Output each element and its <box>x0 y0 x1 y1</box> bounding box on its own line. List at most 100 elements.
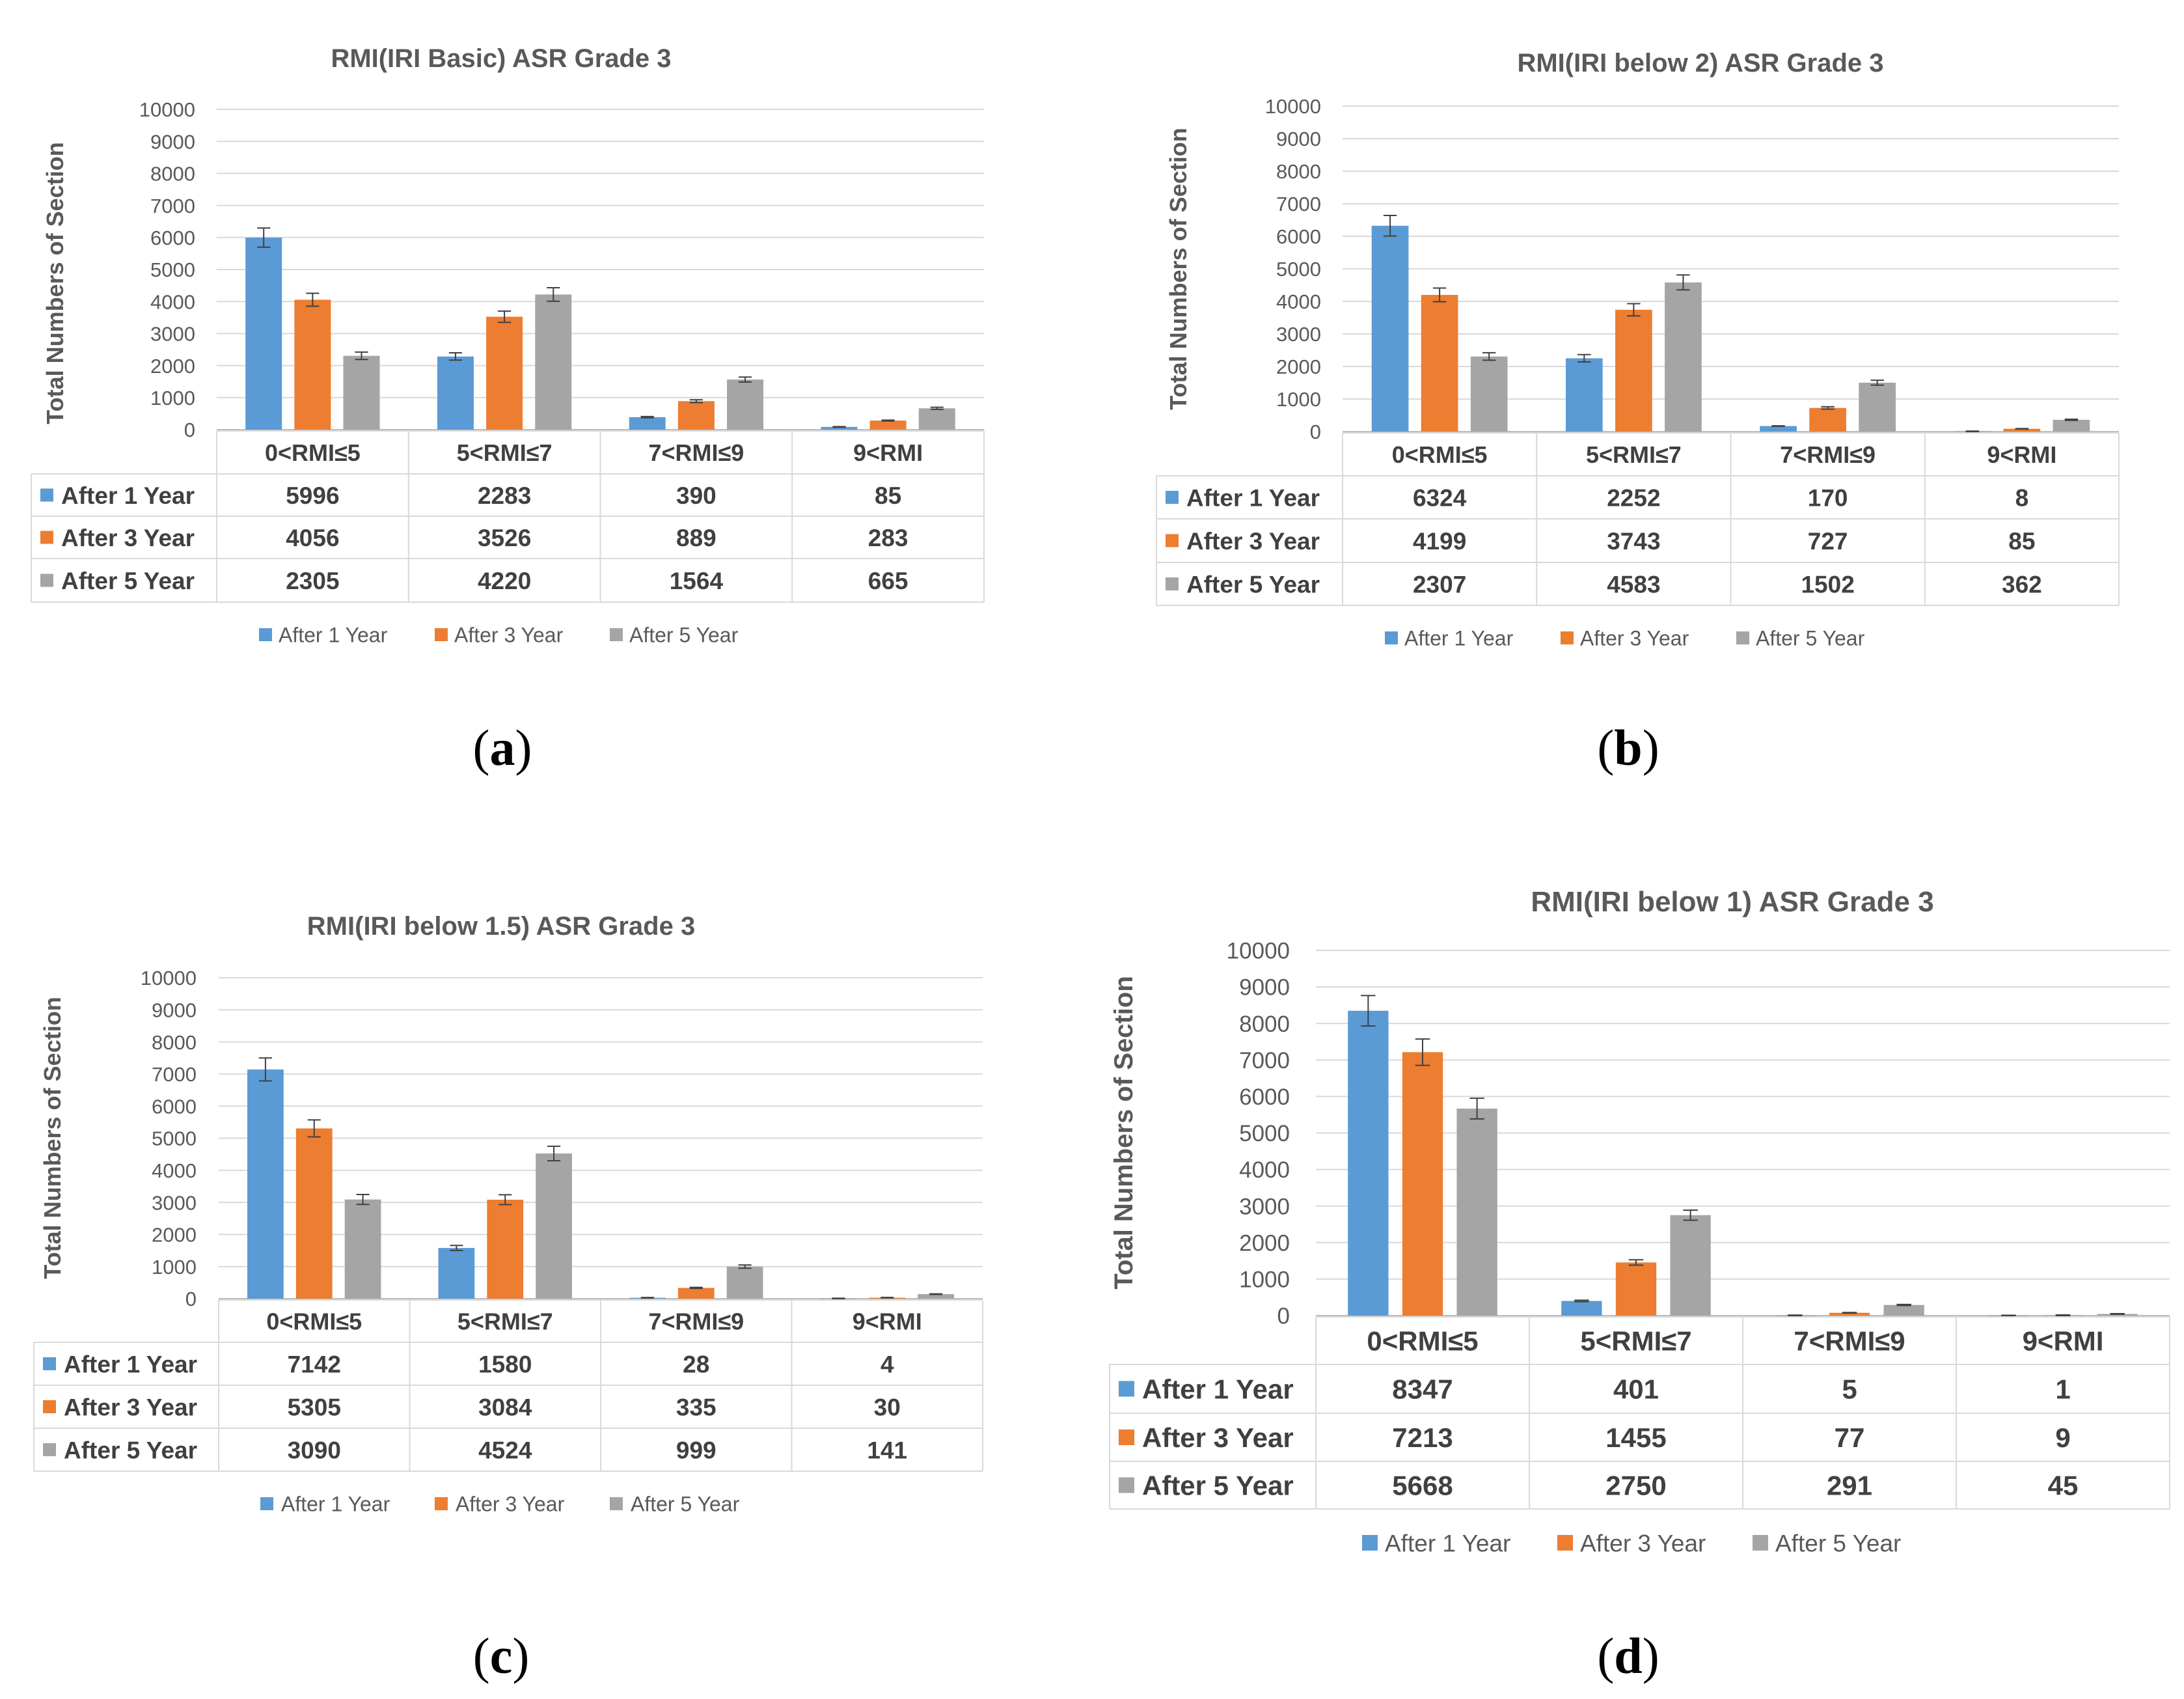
bar <box>1565 358 1603 432</box>
panel-label: (a) <box>473 719 532 776</box>
table-cell: 5668 <box>1392 1471 1453 1501</box>
table-cell: 2252 <box>1607 484 1660 511</box>
y-tick-label: 0 <box>1277 1304 1290 1329</box>
table-series-name: After 1 Year <box>1142 1374 1294 1405</box>
bar <box>727 380 764 430</box>
table-cell: 28 <box>683 1351 709 1377</box>
y-tick-label: 10000 <box>1227 939 1290 964</box>
y-tick-label: 6000 <box>1276 225 1321 248</box>
bar <box>245 237 282 430</box>
legend-swatch <box>1561 631 1574 644</box>
legend-swatch <box>1362 1535 1378 1551</box>
y-tick-label: 4000 <box>1276 290 1321 313</box>
legend-label: After 3 Year <box>454 624 564 647</box>
bar <box>1421 295 1458 432</box>
y-tick-label: 4000 <box>150 290 195 313</box>
y-tick-label: 1000 <box>152 1256 197 1278</box>
y-tick-label: 5000 <box>150 258 195 281</box>
table-series-name: After 5 Year <box>1142 1471 1294 1501</box>
y-tick-label: 0 <box>184 419 195 441</box>
bar <box>1470 356 1508 432</box>
y-tick-label: 5000 <box>1276 258 1321 281</box>
table-cell: 401 <box>1613 1374 1659 1405</box>
table-cell: 5 <box>1842 1374 1857 1405</box>
bar <box>918 1294 954 1299</box>
y-tick-label: 6000 <box>1239 1084 1290 1110</box>
table-cell: 665 <box>868 568 908 594</box>
bar <box>869 421 907 430</box>
y-tick-label: 0 <box>1310 421 1321 443</box>
legend-label: After 1 Year <box>279 624 388 647</box>
y-tick-label: 1000 <box>150 387 195 409</box>
y-tick-label: 9000 <box>1239 975 1290 1001</box>
y-tick-label: 10000 <box>1265 95 1321 118</box>
table-legend-key <box>1166 534 1179 547</box>
table-category-header: 7<RMI≤9 <box>648 1308 744 1334</box>
y-tick-label: 8000 <box>1239 1012 1290 1037</box>
panel-label: (b) <box>1597 719 1659 776</box>
table-cell: 85 <box>2008 528 2035 555</box>
legend-swatch <box>1557 1535 1573 1551</box>
table-cell: 1580 <box>478 1351 532 1377</box>
table-legend-key <box>40 531 53 544</box>
table-cell: 85 <box>875 482 901 509</box>
table-legend-key <box>1119 1430 1134 1445</box>
table-cell: 1564 <box>670 568 724 594</box>
table-cell: 1455 <box>1605 1422 1666 1453</box>
table-legend-key <box>1166 577 1179 590</box>
legend-swatch <box>435 1497 448 1510</box>
legend-swatch <box>435 628 448 641</box>
table-cell: 4056 <box>286 525 339 551</box>
table-category-header: 0<RMI≤5 <box>266 1308 362 1334</box>
table-cell: 6324 <box>1413 484 1467 511</box>
table-cell: 4199 <box>1413 528 1466 555</box>
table-category-header: 9<RMI <box>853 439 923 466</box>
y-tick-label: 10000 <box>141 967 197 989</box>
table-series-name: After 1 Year <box>64 1351 197 1377</box>
legend-swatch <box>259 628 272 641</box>
y-tick-label: 9000 <box>150 130 195 153</box>
table-category-header: 5<RMI≤7 <box>457 1308 553 1334</box>
table-cell: 45 <box>2048 1471 2079 1501</box>
bar <box>487 1199 524 1299</box>
table-category-header: 0<RMI≤5 <box>1367 1326 1478 1357</box>
table-cell: 7213 <box>1392 1422 1453 1453</box>
table-cell: 335 <box>676 1394 717 1420</box>
y-tick-label: 1000 <box>1276 388 1321 411</box>
table-series-name: After 1 Year <box>1186 484 1320 511</box>
table-legend-key <box>43 1400 56 1413</box>
bar <box>294 299 331 430</box>
table-cell: 2305 <box>286 568 339 594</box>
y-tick-label: 4000 <box>1239 1157 1290 1183</box>
panel-label: (d) <box>1597 1627 1659 1684</box>
table-cell: 5305 <box>288 1394 341 1420</box>
bar <box>726 1266 763 1299</box>
table-cell: 4 <box>880 1351 894 1377</box>
legend-label: After 5 Year <box>1756 627 1865 650</box>
y-tick-label: 2000 <box>150 355 195 378</box>
table-cell: 999 <box>676 1437 717 1463</box>
bar <box>918 408 955 430</box>
table-cell: 4524 <box>478 1437 532 1463</box>
y-tick-label: 5000 <box>1239 1121 1290 1146</box>
table-category-header: 9<RMI <box>853 1308 922 1334</box>
chart-title: RMI(IRI below 1.5) ASR Grade 3 <box>307 912 695 941</box>
table-cell: 3743 <box>1607 528 1660 555</box>
legend-swatch <box>1736 631 1749 644</box>
table-series-name: After 3 Year <box>1142 1422 1294 1453</box>
bar <box>821 426 858 430</box>
y-tick-label: 4000 <box>152 1159 197 1182</box>
bar <box>247 1069 284 1299</box>
y-tick-label: 8000 <box>150 163 195 186</box>
bar <box>2003 428 2041 432</box>
table-cell: 283 <box>868 525 908 551</box>
bar <box>629 417 666 430</box>
y-tick-label: 9000 <box>1276 128 1321 150</box>
table-cell: 1 <box>2055 1374 2070 1405</box>
table-cell: 170 <box>1808 484 1848 511</box>
y-tick-label: 2000 <box>1239 1230 1290 1256</box>
table-series-name: After 3 Year <box>64 1394 197 1420</box>
panel-label: (c) <box>473 1627 530 1684</box>
table-cell: 727 <box>1808 528 1848 555</box>
